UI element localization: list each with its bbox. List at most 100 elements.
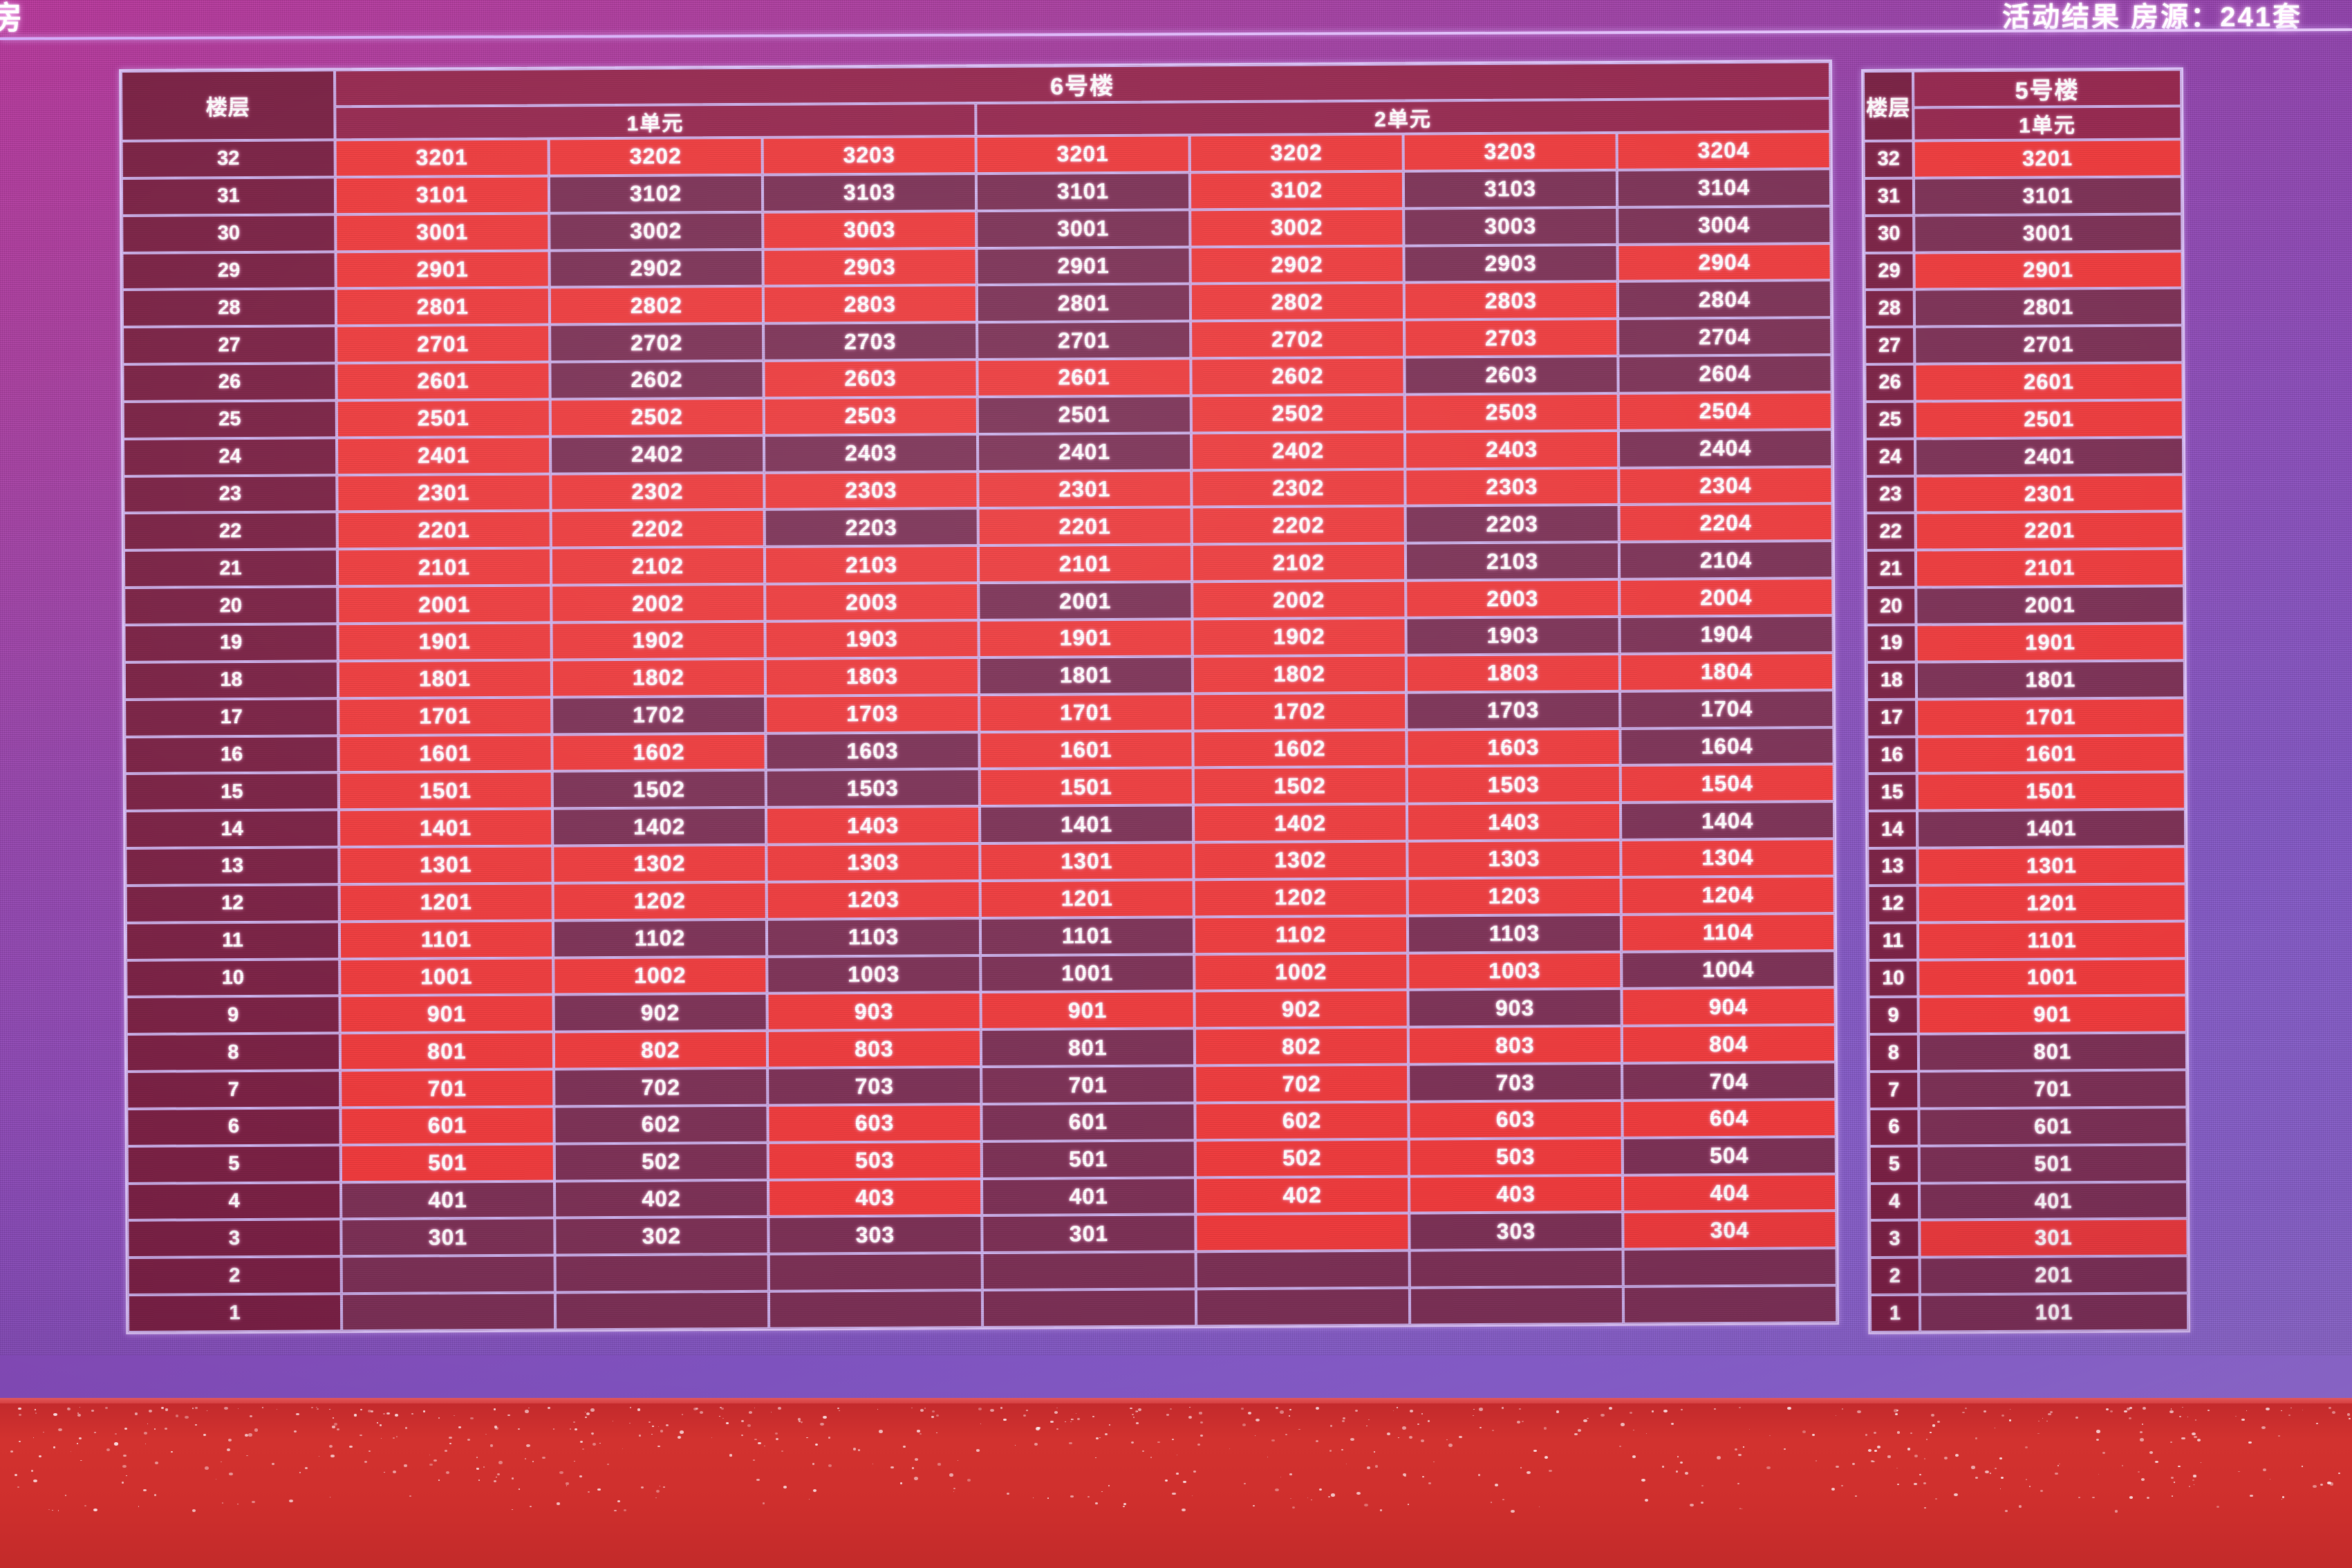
unit-cell[interactable]: 2603: [763, 360, 978, 398]
unit-cell[interactable]: 3203: [762, 136, 976, 175]
unit-cell[interactable]: 2301: [337, 474, 551, 512]
unit-cell[interactable]: 1103: [1407, 914, 1622, 953]
unit-cell[interactable]: 101: [1919, 1293, 2189, 1332]
unit-cell[interactable]: 803: [767, 1029, 982, 1068]
unit-cell[interactable]: 1903: [765, 620, 979, 659]
unit-cell[interactable]: 502: [1195, 1139, 1409, 1177]
unit-cell[interactable]: 3201: [335, 138, 549, 178]
unit-cell[interactable]: 2103: [764, 545, 979, 584]
unit-cell[interactable]: 402: [1195, 1176, 1410, 1215]
unit-cell[interactable]: 2303: [764, 471, 978, 510]
unit-cell[interactable]: 3102: [548, 174, 763, 214]
unit-cell[interactable]: 1402: [552, 807, 767, 846]
unit-cell[interactable]: [1623, 1248, 1837, 1287]
unit-cell[interactable]: 801: [980, 1028, 1195, 1067]
unit-cell[interactable]: 401: [981, 1177, 1196, 1216]
unit-cell[interactable]: 2501: [336, 399, 550, 438]
unit-cell[interactable]: 3101: [976, 172, 1191, 211]
unit-cell[interactable]: 3001: [1914, 214, 2183, 253]
unit-cell[interactable]: 1602: [1193, 729, 1407, 768]
unit-cell[interactable]: 2001: [978, 581, 1193, 621]
unit-cell[interactable]: 601: [981, 1103, 1195, 1141]
unit-cell[interactable]: 2801: [976, 283, 1191, 323]
unit-cell[interactable]: 3201: [1913, 139, 2182, 178]
unit-cell[interactable]: 1304: [1621, 839, 1835, 877]
unit-cell[interactable]: 2903: [1403, 244, 1618, 283]
unit-cell[interactable]: 2102: [550, 547, 765, 586]
unit-cell[interactable]: 2904: [1617, 243, 1831, 282]
unit-cell[interactable]: 1002: [553, 956, 767, 995]
unit-cell[interactable]: 1703: [1406, 691, 1621, 730]
unit-cell[interactable]: 1903: [1406, 616, 1620, 655]
unit-cell[interactable]: 2102: [1191, 543, 1406, 582]
unit-cell[interactable]: 1203: [766, 880, 980, 920]
unit-cell[interactable]: 2601: [336, 362, 550, 401]
unit-cell[interactable]: 1804: [1619, 652, 1834, 691]
unit-cell[interactable]: 3204: [1616, 131, 1831, 170]
unit-cell[interactable]: 2302: [550, 472, 765, 511]
unit-cell[interactable]: 2702: [1191, 319, 1405, 359]
unit-cell[interactable]: 3202: [1189, 133, 1403, 173]
unit-cell[interactable]: 1104: [1621, 913, 1836, 952]
unit-cell[interactable]: [982, 1289, 1197, 1328]
unit-cell[interactable]: 1101: [980, 917, 1195, 955]
unit-cell[interactable]: 601: [1919, 1107, 2187, 1146]
unit-cell[interactable]: 2603: [1404, 355, 1618, 395]
unit-cell[interactable]: 2601: [977, 358, 1191, 397]
unit-cell[interactable]: 1801: [337, 660, 552, 698]
unit-cell[interactable]: 2202: [1191, 506, 1406, 545]
unit-cell[interactable]: 2203: [1405, 505, 1619, 543]
unit-cell[interactable]: 1704: [1620, 689, 1834, 729]
unit-cell[interactable]: 1002: [1194, 953, 1408, 991]
unit-cell[interactable]: 1103: [766, 917, 981, 957]
unit-cell[interactable]: 2903: [763, 248, 977, 287]
unit-cell[interactable]: 2104: [1618, 541, 1833, 580]
unit-cell[interactable]: 2304: [1618, 466, 1833, 505]
unit-cell[interactable]: 2503: [1404, 393, 1618, 432]
unit-cell[interactable]: 1101: [339, 920, 554, 959]
unit-cell[interactable]: [768, 1290, 983, 1329]
unit-cell[interactable]: 2004: [1619, 578, 1833, 617]
unit-cell[interactable]: 1501: [1916, 772, 2185, 811]
unit-cell[interactable]: 602: [1195, 1101, 1409, 1141]
unit-cell[interactable]: 2003: [765, 583, 979, 622]
unit-cell[interactable]: 1001: [339, 958, 554, 996]
unit-cell[interactable]: 703: [767, 1067, 982, 1105]
unit-cell[interactable]: 303: [768, 1215, 982, 1255]
unit-cell[interactable]: 901: [1918, 995, 2187, 1034]
unit-cell[interactable]: 1603: [765, 731, 980, 771]
unit-cell[interactable]: 2704: [1618, 317, 1832, 356]
unit-cell[interactable]: 1202: [1193, 878, 1408, 917]
unit-cell[interactable]: 1501: [979, 767, 1193, 807]
unit-cell[interactable]: 503: [1408, 1137, 1623, 1177]
unit-cell[interactable]: 701: [981, 1065, 1195, 1104]
unit-cell[interactable]: 601: [340, 1106, 554, 1146]
unit-cell[interactable]: 1201: [980, 879, 1194, 918]
unit-cell[interactable]: 402: [554, 1179, 769, 1218]
unit-cell[interactable]: 2302: [1191, 469, 1406, 507]
unit-cell[interactable]: 301: [1919, 1218, 2188, 1258]
unit-cell[interactable]: 703: [1408, 1063, 1623, 1102]
unit-cell[interactable]: 602: [554, 1105, 768, 1144]
unit-cell[interactable]: 2403: [1404, 430, 1619, 469]
unit-cell[interactable]: 1603: [1406, 728, 1621, 767]
unit-cell[interactable]: 902: [1194, 990, 1408, 1029]
unit-cell[interactable]: 1803: [765, 657, 980, 696]
unit-cell[interactable]: 1601: [979, 730, 1193, 769]
unit-cell[interactable]: [982, 1251, 1196, 1291]
unit-cell[interactable]: 503: [767, 1141, 982, 1180]
unit-cell[interactable]: 2702: [550, 324, 764, 362]
unit-cell[interactable]: 504: [1622, 1136, 1836, 1175]
unit-cell[interactable]: 2502: [1191, 394, 1405, 433]
unit-cell[interactable]: 2401: [1914, 437, 2184, 476]
unit-cell[interactable]: 3104: [1616, 169, 1831, 207]
unit-cell[interactable]: 904: [1621, 987, 1836, 1027]
unit-cell[interactable]: 1204: [1621, 876, 1835, 915]
unit-cell[interactable]: 1301: [980, 842, 1194, 881]
unit-cell[interactable]: 404: [1622, 1173, 1837, 1213]
unit-cell[interactable]: 201: [1919, 1256, 2188, 1295]
unit-cell[interactable]: 2901: [335, 250, 550, 289]
unit-cell[interactable]: [1195, 1213, 1410, 1252]
unit-cell[interactable]: 1803: [1406, 653, 1621, 693]
unit-cell[interactable]: 1502: [1193, 766, 1407, 805]
